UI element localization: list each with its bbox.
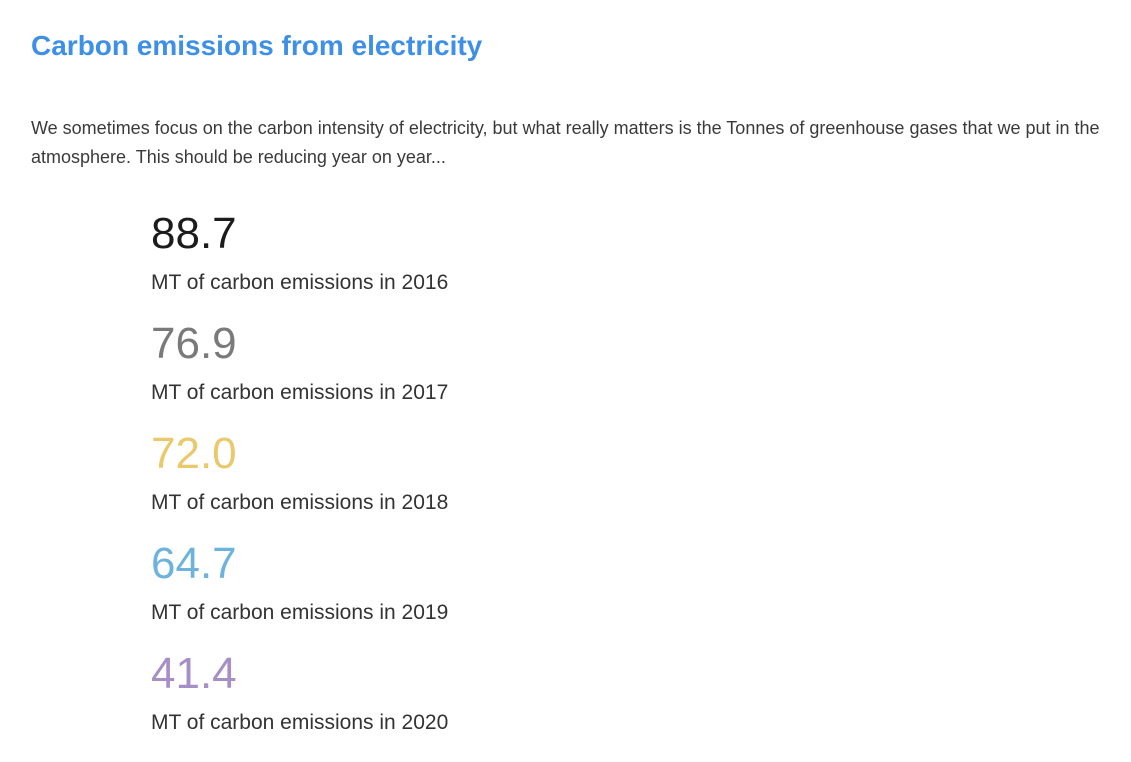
stat-block: 64.7 MT of carbon emissions in 2019 xyxy=(151,538,448,648)
stat-value: 41.4 xyxy=(151,649,237,698)
stat-label: MT of carbon emissions in 2018 xyxy=(151,491,449,514)
stat-value: 88.7 xyxy=(151,209,237,258)
stats-list: 88.7 MT of carbon emissions in 2016 76.9 MT… xyxy=(151,208,448,758)
title: Carbon emissions from electricity xyxy=(31,30,483,61)
stat-label: MT of carbon emissions in 2019 xyxy=(151,601,449,624)
stat-value: 72.0 xyxy=(151,429,237,478)
stat-block: 88.7 MT of carbon emissions in 2016 xyxy=(151,208,448,318)
stat-block: 41.4 MT of carbon emissions in 2020 xyxy=(151,648,448,758)
stat-label: MT of carbon emissions in 2020 xyxy=(151,711,449,734)
stat-block: 72.0 MT of carbon emissions in 2018 xyxy=(151,428,448,538)
stat-block: 76.9 MT of carbon emissions in 2017 xyxy=(151,318,448,428)
intro-text: We sometimes focus on the carbon intensi… xyxy=(31,118,1100,167)
stat-label: MT of carbon emissions in 2017 xyxy=(151,381,449,404)
stat-value: 76.9 xyxy=(151,319,237,368)
stat-value: 64.7 xyxy=(151,539,237,588)
stat-label: MT of carbon emissions in 2016 xyxy=(151,271,449,294)
